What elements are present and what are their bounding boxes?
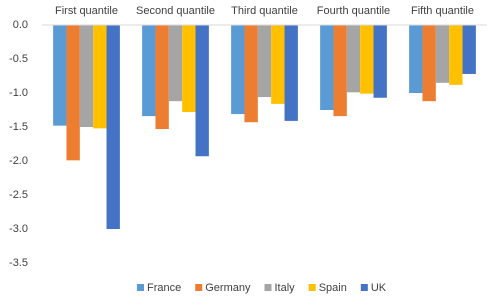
bar [435,25,450,83]
y-tick-label: -0.5 [9,53,28,65]
bar [53,25,67,126]
y-tick-label: -3.5 [9,257,28,269]
bar [106,25,120,229]
bar [182,25,196,113]
bar [449,25,463,85]
bar [320,25,334,110]
y-tick-label: -1.0 [9,87,28,99]
legend-swatch [264,284,272,291]
bar [142,25,156,117]
y-tick-label: -2.0 [9,155,28,167]
legend-label: Italy [275,282,296,294]
category-label: Second quantile [136,5,215,17]
bar [333,25,347,117]
category-label: Fourth quantile [317,5,390,17]
bar [231,25,245,115]
bar [195,25,209,157]
y-tick-label: 0.0 [13,19,28,31]
legend-label: UK [371,282,387,294]
legend-label: Spain [319,282,347,294]
bar [168,25,183,102]
bar [244,25,258,123]
y-tick-label: -3.0 [9,223,28,235]
category-label: Fifth quantile [411,5,474,17]
legend-label: Germany [205,282,251,294]
bar [257,25,272,98]
bar [409,25,423,93]
bar [271,25,285,104]
bar [79,25,94,127]
category-label: Third quantile [231,5,298,17]
bar [422,25,436,102]
legend-swatch [195,284,203,291]
bar [93,25,107,129]
bar [155,25,169,130]
bar [66,25,80,161]
bar [360,25,374,94]
legend-swatch [137,284,144,291]
bar [373,25,387,98]
legend-label: France [147,282,181,294]
y-tick-label: -2.5 [9,189,28,201]
bar [346,25,361,93]
legend-swatch [308,284,316,291]
legend-swatch [360,284,368,291]
y-tick-label: -1.5 [9,121,28,133]
bar [462,25,476,74]
category-label: First quantile [55,5,118,17]
bar [284,25,298,121]
